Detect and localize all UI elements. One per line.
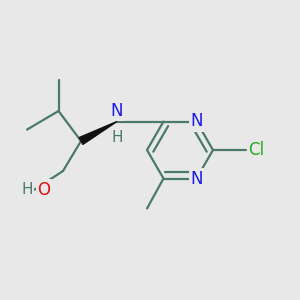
Text: Cl: Cl: [248, 141, 265, 159]
Text: N: N: [190, 112, 203, 130]
Polygon shape: [79, 122, 117, 144]
Text: N: N: [111, 102, 123, 120]
Text: O: O: [38, 181, 50, 199]
Text: H: H: [22, 182, 33, 197]
Text: N: N: [190, 169, 203, 188]
Text: H: H: [111, 130, 123, 145]
